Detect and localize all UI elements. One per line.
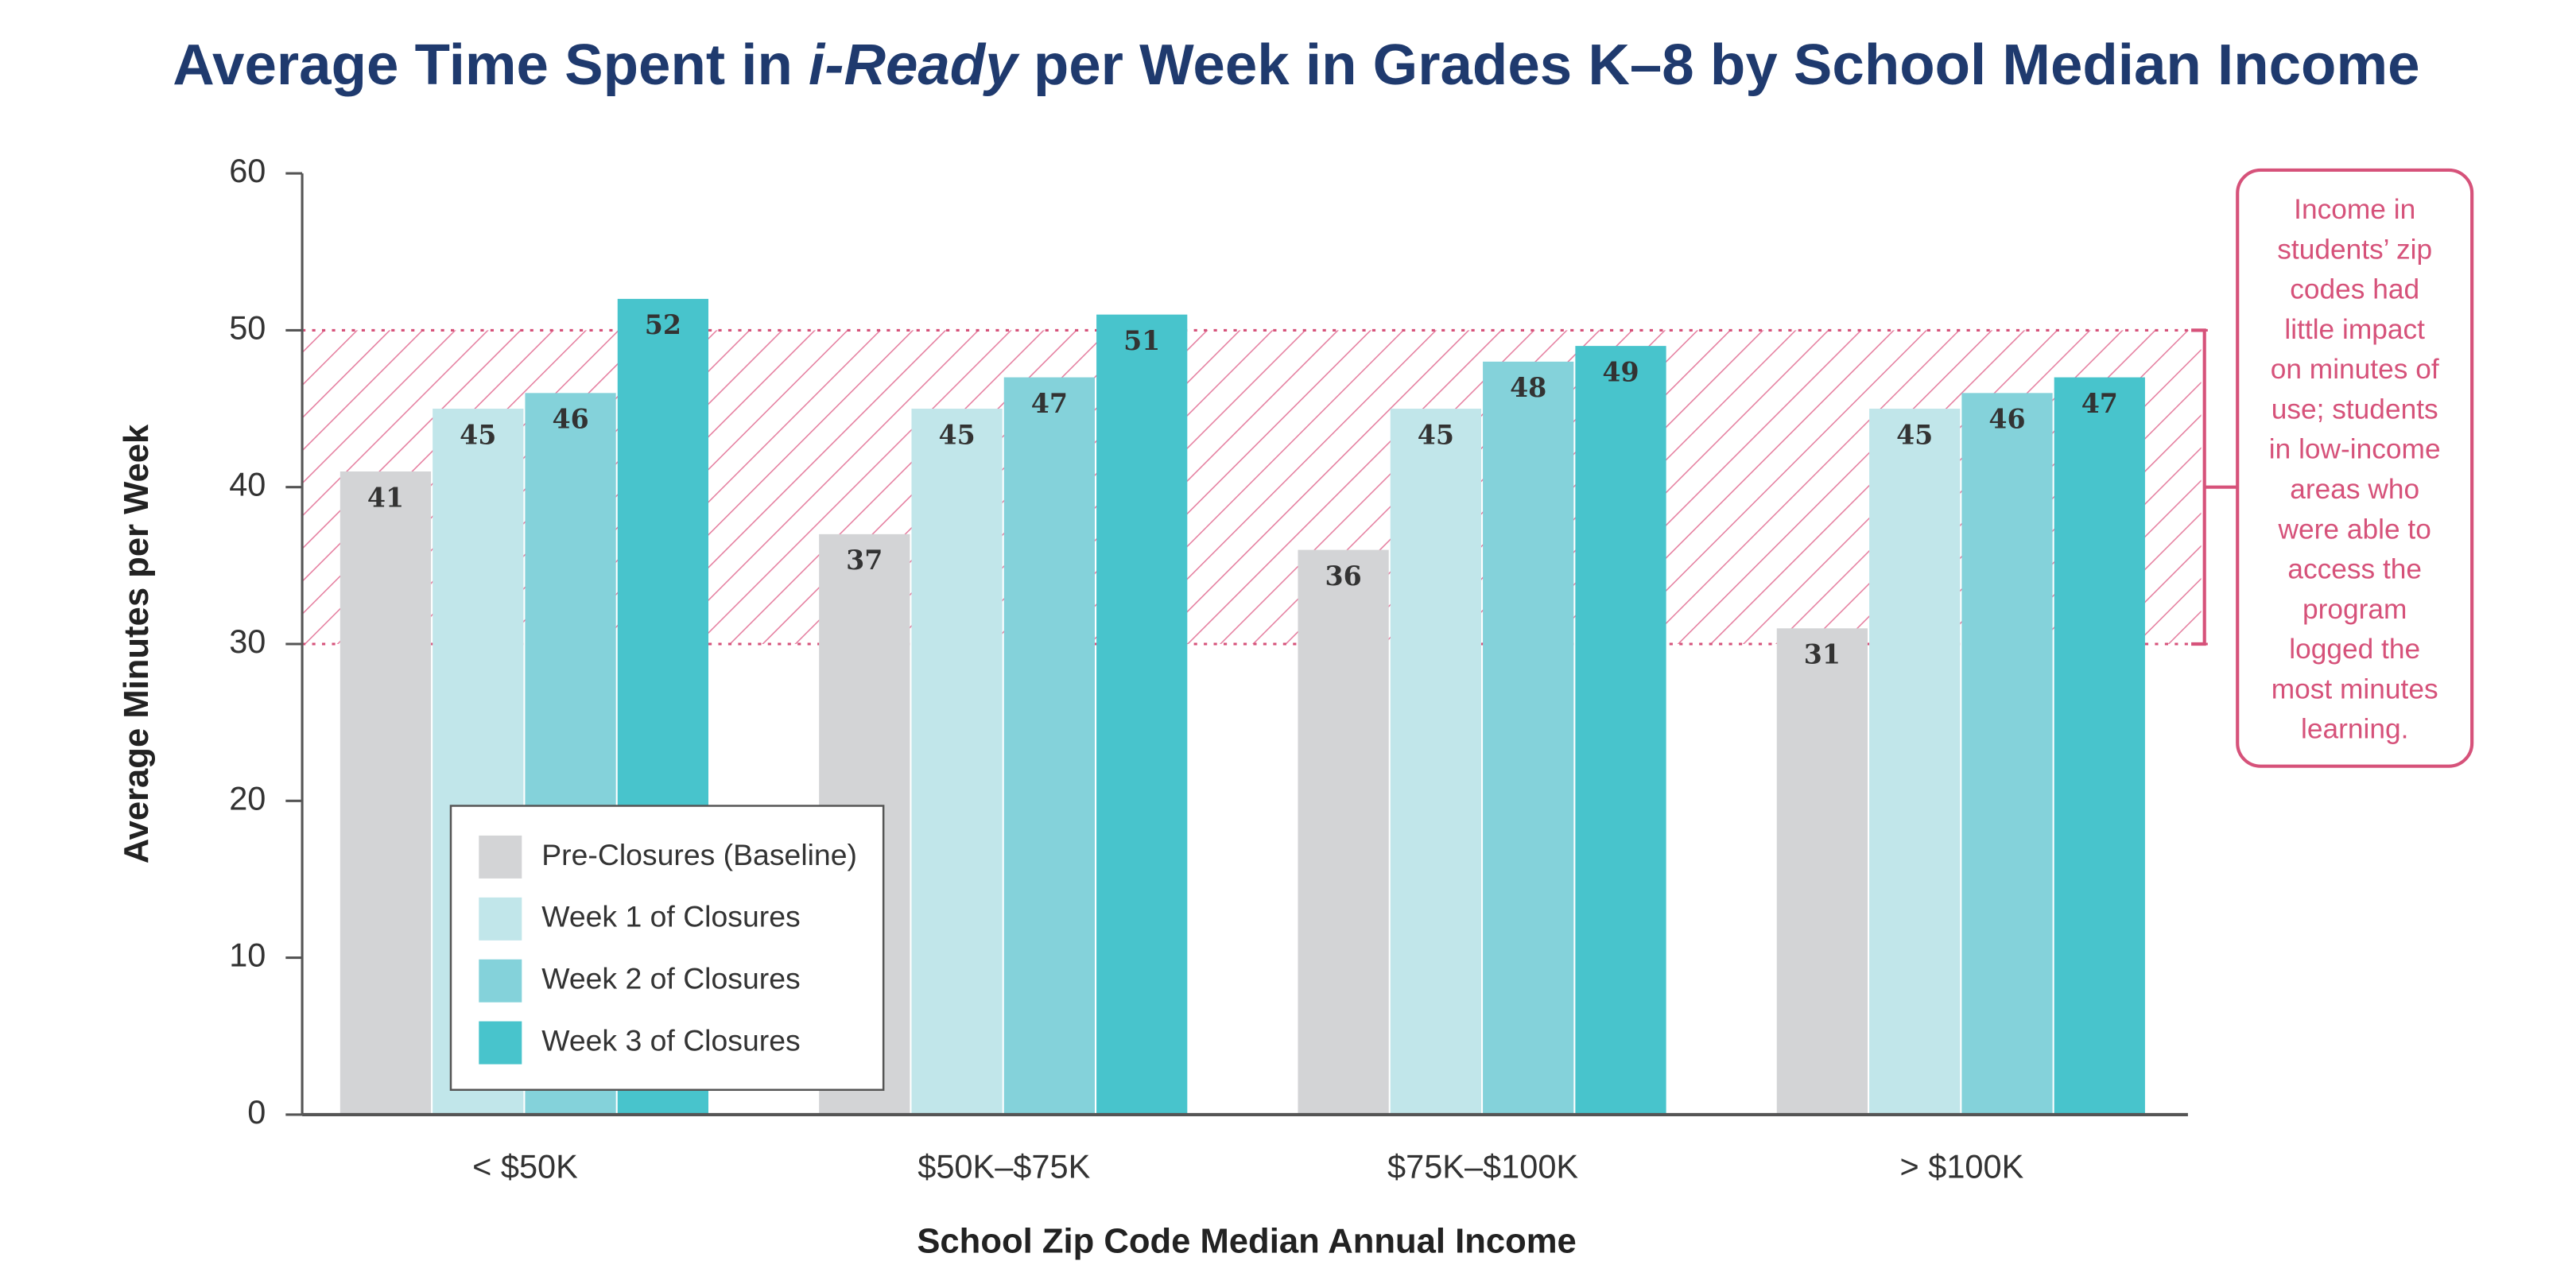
legend-label: Week 3 of Closures (541, 1023, 800, 1057)
x-tick-label: $75K–$100K (1387, 1147, 1578, 1185)
value-label: 49 (1602, 356, 1639, 387)
annotation-line: areas who (2290, 474, 2419, 505)
annotation-line: on minutes of (2271, 354, 2439, 385)
annotation-line: in low-income (2269, 434, 2441, 465)
bracket (2191, 328, 2238, 646)
bar (339, 471, 432, 1115)
annotation-line: codes had (2290, 274, 2419, 305)
bar (1298, 549, 1389, 1115)
legend-swatch (479, 1021, 522, 1065)
bar (1483, 361, 1574, 1115)
bar (1390, 409, 1481, 1115)
chart-title: Average Time Spent in i-Ready per Week i… (173, 33, 2419, 97)
value-label: 45 (460, 419, 496, 450)
annotation-line: most minutes (2271, 673, 2438, 704)
value-label: 36 (1325, 561, 1361, 592)
legend-swatch (479, 897, 522, 941)
title-part: per Week in Grades K–8 by School Median … (1018, 33, 2420, 97)
value-label: 45 (1418, 419, 1454, 450)
bar (2054, 377, 2145, 1115)
value-label: 48 (1510, 372, 1546, 403)
x-axis-title: School Zip Code Median Annual Income (917, 1222, 1576, 1260)
annotation-line: little impact (2284, 314, 2425, 345)
annotation-line: access the (2287, 554, 2422, 585)
bar (1096, 314, 1188, 1115)
value-label: 45 (1896, 419, 1933, 450)
y-tick-label: 40 (229, 466, 266, 503)
value-label: 37 (846, 545, 883, 576)
value-label: 45 (938, 419, 975, 450)
y-tick-label: 50 (229, 308, 266, 346)
bar (1869, 409, 1961, 1115)
y-axis-title: Average Minutes per Week (118, 424, 156, 863)
annotation-line: program (2302, 594, 2407, 625)
x-tick-label: < $50K (472, 1147, 578, 1185)
annotation-line: learning. (2301, 714, 2408, 745)
value-label: 47 (2081, 388, 2118, 419)
annotation-line: Income in (2294, 194, 2415, 225)
value-label: 47 (1031, 388, 1068, 419)
value-label: 46 (552, 404, 588, 435)
value-label: 51 (1123, 325, 1160, 356)
y-tick-label: 20 (229, 779, 266, 817)
annotation-line: students’ zip (2277, 234, 2432, 265)
legend-swatch (479, 835, 522, 879)
title-part: i-Ready (809, 33, 1020, 97)
title-part: Average Time Spent in (173, 33, 809, 97)
y-tick-label: 60 (229, 152, 266, 189)
legend-label: Pre-Closures (Baseline) (541, 838, 857, 871)
legend-label: Week 1 of Closures (541, 900, 800, 933)
legend-swatch (479, 959, 522, 1003)
legend-box (449, 805, 885, 1092)
legend-label: Week 2 of Closures (541, 962, 800, 995)
bar (1961, 393, 2053, 1115)
y-tick-label: 10 (229, 937, 266, 974)
value-label: 46 (1988, 404, 2025, 435)
annotation-box (2236, 168, 2474, 768)
value-label: 41 (367, 482, 404, 513)
y-tick-label: 30 (229, 623, 266, 660)
x-tick-label: > $100K (1899, 1147, 2023, 1185)
annotation-line: logged the (2289, 634, 2420, 665)
value-label: 31 (1804, 639, 1841, 670)
annotation-line: were able to (2278, 514, 2431, 545)
y-tick-label: 0 (247, 1093, 266, 1131)
bar (911, 409, 1003, 1115)
x-tick-label: $50K–$75K (918, 1147, 1090, 1185)
bar (1003, 377, 1095, 1115)
bar (1575, 346, 1666, 1115)
annotation-line: use; students (2271, 394, 2438, 425)
bar (1776, 628, 1868, 1115)
value-label: 52 (645, 309, 681, 340)
